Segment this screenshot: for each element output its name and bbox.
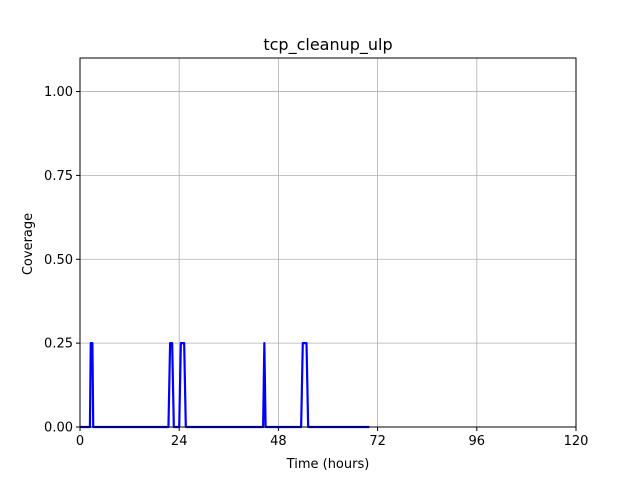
plot-frame bbox=[79, 57, 577, 428]
y-axis-label: Coverage bbox=[21, 213, 36, 275]
x-tick-label: 96 bbox=[469, 434, 486, 449]
y-axis: 0.00 0.25 0.50 0.75 1.00 bbox=[44, 85, 80, 436]
y-tick-label: 0.25 bbox=[44, 337, 73, 352]
coverage-series-line bbox=[80, 342, 370, 429]
y-tick-label: 0.50 bbox=[44, 253, 73, 268]
x-tick-label: 48 bbox=[270, 434, 287, 449]
grid bbox=[79, 58, 577, 428]
x-tick-label: 24 bbox=[171, 434, 188, 449]
chart-title: tcp_cleanup_ulp bbox=[263, 35, 392, 55]
y-tick-label: 0.00 bbox=[44, 421, 73, 436]
y-tick-label: 1.00 bbox=[44, 85, 73, 100]
x-tick-label: 120 bbox=[564, 434, 589, 449]
x-axis: 0 24 48 72 96 120 bbox=[76, 427, 589, 449]
y-tick-label: 0.75 bbox=[44, 169, 73, 184]
x-tick-label: 72 bbox=[369, 434, 386, 449]
x-axis-label: Time (hours) bbox=[286, 457, 370, 472]
series-layer bbox=[80, 342, 370, 429]
x-tick-label: 0 bbox=[76, 434, 84, 449]
